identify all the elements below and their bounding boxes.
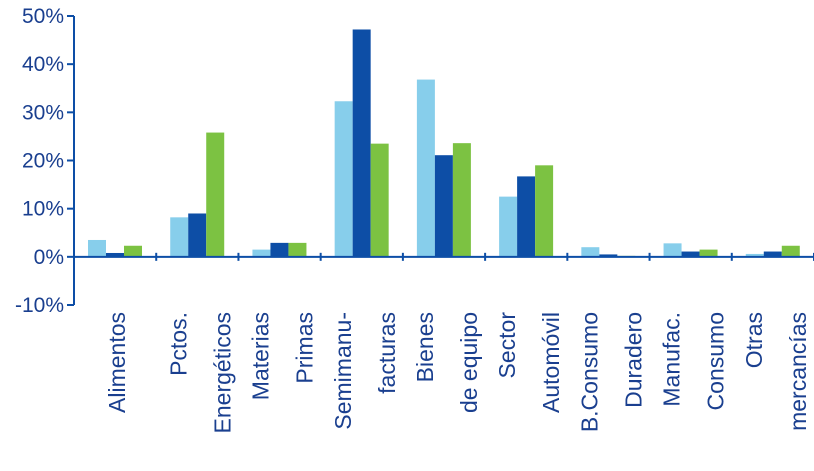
x-category-label: Duradero	[620, 312, 646, 408]
bar-series1-cat1	[88, 239, 106, 257]
x-category-label: mercancías	[785, 312, 811, 431]
y-tick-label: -10%	[15, 294, 64, 317]
bar-series2-cat1	[106, 252, 124, 257]
bar-series1-cat6	[499, 196, 518, 257]
x-category-label: Consumo	[703, 312, 729, 410]
y-tick-label: 50%	[22, 5, 64, 28]
x-category-label: Otras	[741, 312, 767, 368]
bar-series1-cat8	[663, 243, 682, 257]
x-category-label: Pctos.	[165, 312, 191, 376]
axes-group	[67, 15, 814, 306]
bar-series1-cat2	[170, 217, 189, 257]
x-category-label: Manufac.	[659, 312, 685, 407]
bar-series3-cat4	[370, 143, 389, 257]
bar-series1-cat7	[581, 247, 600, 257]
x-category-label: Bienes	[412, 312, 438, 382]
bar-series3-cat1	[124, 245, 142, 257]
bar-series3-cat9	[781, 245, 800, 257]
x-category-label: Sector	[494, 312, 520, 379]
bar-series2-cat3	[270, 242, 289, 257]
labels-group: -10% 0% 10% 20% 30% 40% 50% Alimentos Pctos. Ener…	[15, 5, 811, 433]
bar-series2-cat9	[763, 251, 782, 257]
bar-series2-cat4	[352, 29, 371, 257]
y-tick-label: 0%	[34, 246, 64, 269]
bar-series3-cat2	[206, 132, 225, 257]
y-tick-label: 30%	[22, 101, 64, 124]
bars-group	[88, 29, 800, 257]
bar-series2-cat5	[434, 155, 453, 257]
bar-series1-cat3	[252, 249, 271, 257]
x-category-label: B.Consumo	[576, 312, 602, 432]
bar-series3-cat8	[699, 249, 718, 257]
x-category-label: Automóvil	[538, 312, 564, 413]
bar-series2-cat2	[188, 213, 207, 257]
bar-series2-cat8	[681, 251, 700, 257]
x-category-label: Semimanu-	[330, 312, 356, 430]
bar-series2-cat6	[517, 176, 536, 257]
x-category-label: Primas	[292, 312, 318, 384]
bar-series3-cat3	[288, 242, 307, 257]
bar-series3-cat5	[452, 143, 471, 257]
x-category-label: facturas	[374, 312, 400, 394]
y-tick-label: 40%	[22, 53, 64, 76]
bar-series1-cat4	[334, 101, 353, 257]
x-category-label: Energéticos	[209, 312, 235, 433]
bar-series1-cat9	[745, 253, 764, 257]
y-tick-label: 20%	[22, 150, 64, 173]
x-category-label: Alimentos	[104, 312, 130, 413]
bar-series3-cat6	[535, 165, 554, 257]
x-category-label: de equipo	[456, 312, 482, 413]
bar-series1-cat5	[416, 79, 435, 257]
x-category-label: Materias	[248, 312, 274, 400]
bar-series2-cat7	[599, 254, 618, 257]
y-tick-label: 10%	[22, 198, 64, 221]
